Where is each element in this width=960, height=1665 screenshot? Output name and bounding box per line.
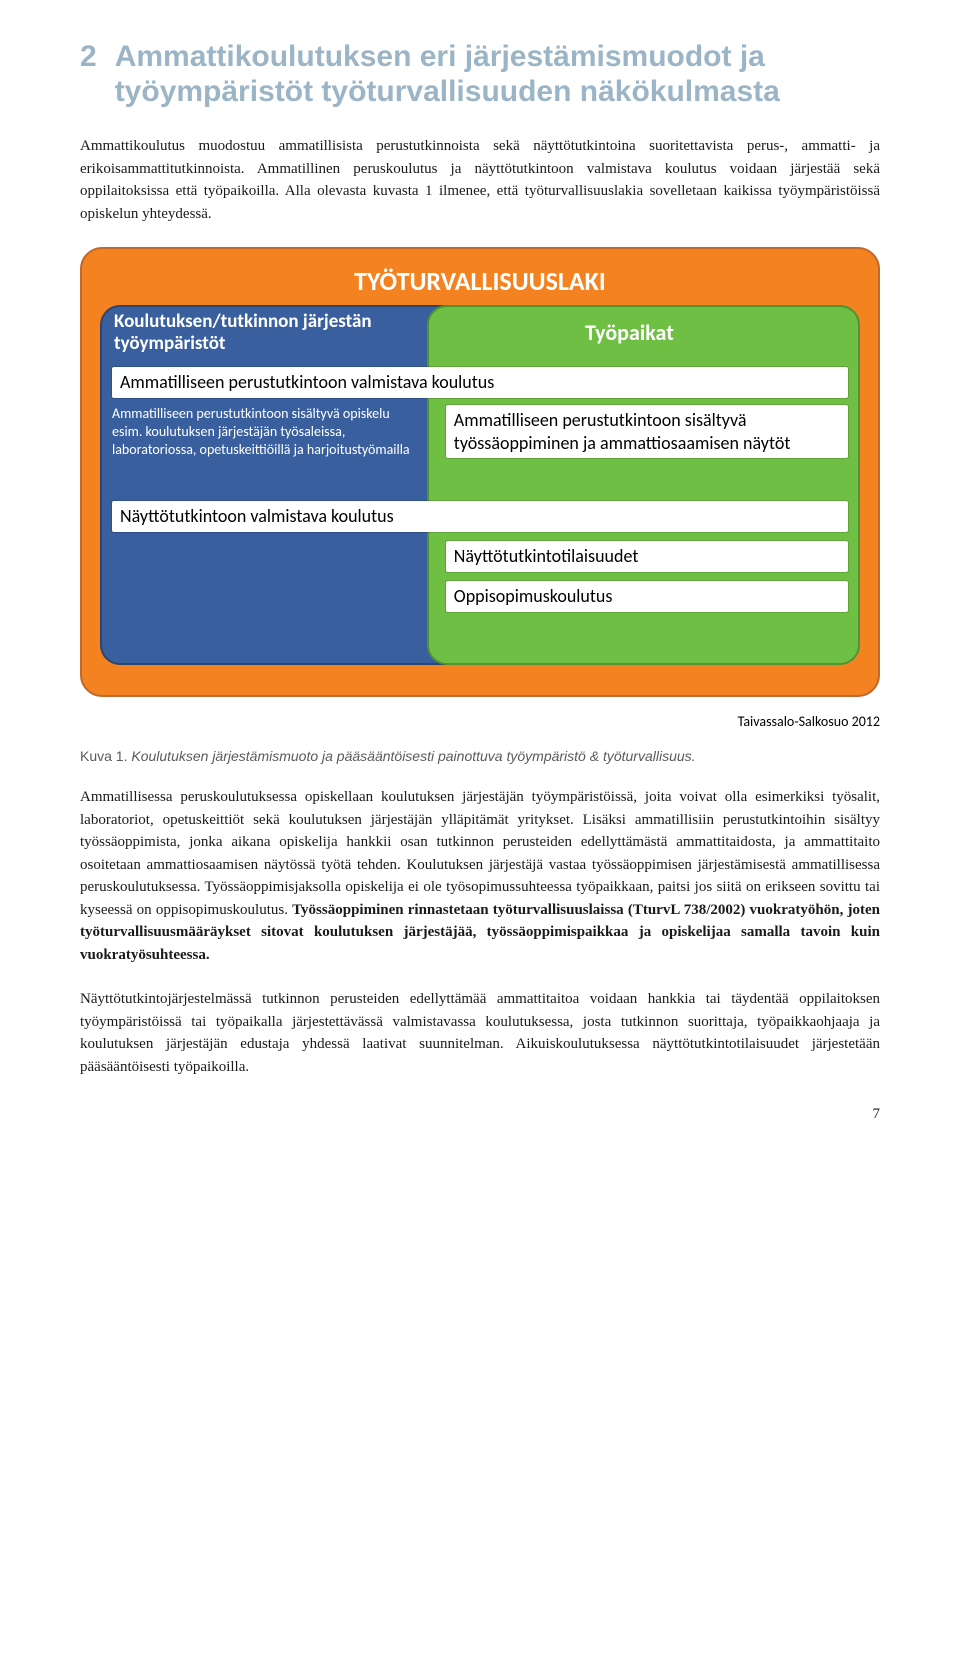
diagram-box-right-1: Ammatilliseen perustutkintoon sisältyvä … bbox=[446, 405, 848, 458]
diagram-box-wide-1: Ammatilliseen perustutkintoon valmistava… bbox=[112, 367, 848, 398]
zone-left-title: Koulutuksen/tutkinnon järjestän työympär… bbox=[114, 311, 374, 355]
section-title: Ammattikoulutuksen eri järjestämismuodot… bbox=[115, 40, 880, 109]
page-number: 7 bbox=[80, 1106, 880, 1123]
diagram-title: TYÖTURVALLISUUSLAKI bbox=[100, 265, 860, 297]
section-header: 2 Ammattikoulutuksen eri järjestämismuod… bbox=[80, 40, 880, 109]
paragraph-3: Näyttötutkintojärjestelmässä tutkinnon p… bbox=[80, 988, 880, 1078]
paragraph-2: Ammatillisessa peruskoulutuksessa opiske… bbox=[80, 786, 880, 966]
diagram-outer: TYÖTURVALLISUUSLAKI Koulutuksen/tutkinno… bbox=[80, 247, 880, 697]
caption-text: Koulutuksen järjestämismuoto ja pääsäänt… bbox=[131, 748, 695, 764]
section-number: 2 bbox=[80, 40, 97, 75]
caption-label: Kuva 1. bbox=[80, 748, 127, 764]
diagram-attribution: Taivassalo-Salkosuo 2012 bbox=[80, 713, 880, 730]
diagram-left-note: Ammatilliseen perustutkintoon sisältyvä … bbox=[112, 405, 416, 460]
zone-right-title: Työpaikat bbox=[413, 319, 846, 346]
zone-left bbox=[100, 305, 480, 665]
intro-paragraph: Ammattikoulutus muodostuu ammatillisista… bbox=[80, 135, 880, 225]
diagram: TYÖTURVALLISUUSLAKI Koulutuksen/tutkinno… bbox=[80, 247, 880, 730]
para2-normal: Ammatillisessa peruskoulutuksessa opiske… bbox=[80, 789, 880, 918]
diagram-box-right-3: Oppisopimuskoulutus bbox=[446, 581, 848, 612]
diagram-box-right-2: Näyttötutkintotilaisuudet bbox=[446, 541, 848, 572]
diagram-box-wide-2: Näyttötutkintoon valmistava koulutus bbox=[112, 501, 848, 532]
diagram-zones: Koulutuksen/tutkinnon järjestän työympär… bbox=[100, 305, 860, 665]
figure-caption: Kuva 1. Koulutuksen järjestämismuoto ja … bbox=[80, 748, 880, 764]
